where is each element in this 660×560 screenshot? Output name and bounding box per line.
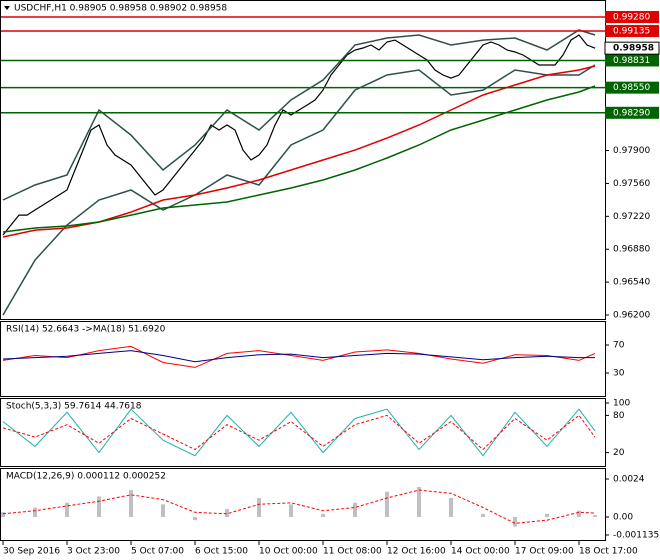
indicator-line bbox=[2, 408, 596, 457]
histogram-bar bbox=[417, 486, 421, 518]
y-tick-label: 80 bbox=[613, 411, 625, 421]
level-tag bbox=[605, 54, 659, 67]
x-tick-label: 5 Oct 07:00 bbox=[131, 547, 184, 557]
x-tick-label: 11 Oct 08:00 bbox=[323, 547, 382, 557]
level-tag bbox=[605, 81, 659, 94]
x-tick-label: 17 Oct 09:00 bbox=[515, 547, 574, 557]
level-label: 0.99280 bbox=[613, 13, 650, 23]
panel-frame bbox=[0, 321, 606, 397]
y-tick-label: 20 bbox=[613, 448, 625, 458]
histogram-bar bbox=[65, 502, 69, 518]
panel-title: USDCHF,H1 0.98905 0.98958 0.98902 0.9895… bbox=[14, 4, 227, 14]
histogram-bar bbox=[481, 513, 485, 518]
x-tick-label: 12 Oct 16:00 bbox=[387, 547, 446, 557]
level-label: 0.98831 bbox=[613, 56, 650, 66]
level-tag bbox=[605, 25, 659, 38]
histogram-bar bbox=[1, 512, 5, 518]
panel-title: Stoch(5,3,3) 59.7614 44.7618 bbox=[6, 402, 142, 412]
y-tick-label: 0.96880 bbox=[613, 245, 650, 255]
histogram-bar bbox=[97, 496, 101, 518]
level-tag bbox=[605, 11, 659, 24]
level-label: 0.98290 bbox=[613, 108, 650, 118]
y-tick-label: 70 bbox=[613, 341, 625, 351]
histogram-bar bbox=[353, 502, 357, 518]
x-tick-label: 18 Oct 17:00 bbox=[579, 547, 638, 557]
y-tick-label: 0.97560 bbox=[613, 179, 650, 189]
panel-title: RSI(14) 52.6643 ->MA(18) 51.6920 bbox=[6, 325, 166, 335]
histogram-bar bbox=[449, 498, 453, 518]
level-label: 0.99135 bbox=[613, 27, 650, 37]
title-arrow bbox=[4, 6, 10, 10]
y-tick-label: 0.97220 bbox=[613, 212, 650, 222]
indicator-line bbox=[2, 64, 596, 316]
panel-title: MACD(12,26,9) 0.000112 0.000252 bbox=[6, 472, 166, 482]
histogram-bar bbox=[513, 517, 517, 527]
x-tick-label: 3 Oct 23:00 bbox=[67, 547, 120, 557]
x-tick-label: 14 Oct 00:00 bbox=[451, 547, 510, 557]
y-tick-label: 100 bbox=[613, 399, 630, 409]
level-tag bbox=[605, 106, 659, 119]
y-tick-label: 0.96540 bbox=[613, 278, 650, 288]
price-line bbox=[2, 34, 596, 236]
current-price: 0.98958 bbox=[613, 44, 654, 54]
x-tick-label: 6 Oct 15:00 bbox=[195, 547, 248, 557]
histogram-bar bbox=[257, 498, 261, 518]
histogram-bar bbox=[225, 509, 229, 518]
x-tick-label: 30 Sep 2016 bbox=[3, 547, 60, 557]
histogram-bar bbox=[321, 513, 325, 518]
panel-frame bbox=[0, 468, 606, 541]
histogram-bar bbox=[545, 513, 549, 518]
histogram-bar bbox=[289, 504, 293, 518]
y-tick-label: 0.97900 bbox=[613, 146, 650, 156]
histogram-bar bbox=[129, 490, 133, 518]
indicator-line bbox=[2, 29, 596, 201]
histogram-bar bbox=[593, 515, 597, 518]
histogram-bar bbox=[577, 510, 581, 518]
y-tick-label: -0.001135 bbox=[613, 530, 659, 540]
y-tick-label: 0.96200 bbox=[613, 311, 650, 321]
indicator-line bbox=[2, 414, 596, 451]
indicator-line bbox=[2, 65, 596, 238]
y-tick-label: 0.0024 bbox=[613, 475, 645, 485]
histogram-bar bbox=[33, 507, 37, 518]
indicator-line bbox=[2, 85, 596, 233]
indicator-line bbox=[2, 345, 596, 368]
level-label: 0.98550 bbox=[613, 83, 650, 93]
histogram-bar bbox=[385, 491, 389, 518]
histogram-bar bbox=[161, 504, 165, 518]
panel-frame bbox=[0, 0, 606, 320]
price-tag bbox=[604, 41, 660, 55]
indicator-line bbox=[2, 350, 595, 363]
y-tick-label: 30 bbox=[613, 369, 625, 379]
signal-line bbox=[2, 489, 596, 524]
histogram-bar bbox=[193, 517, 197, 521]
panel-frame bbox=[0, 398, 606, 467]
x-tick-label: 10 Oct 00:00 bbox=[259, 547, 318, 557]
y-tick-label: 0.00 bbox=[613, 513, 633, 523]
